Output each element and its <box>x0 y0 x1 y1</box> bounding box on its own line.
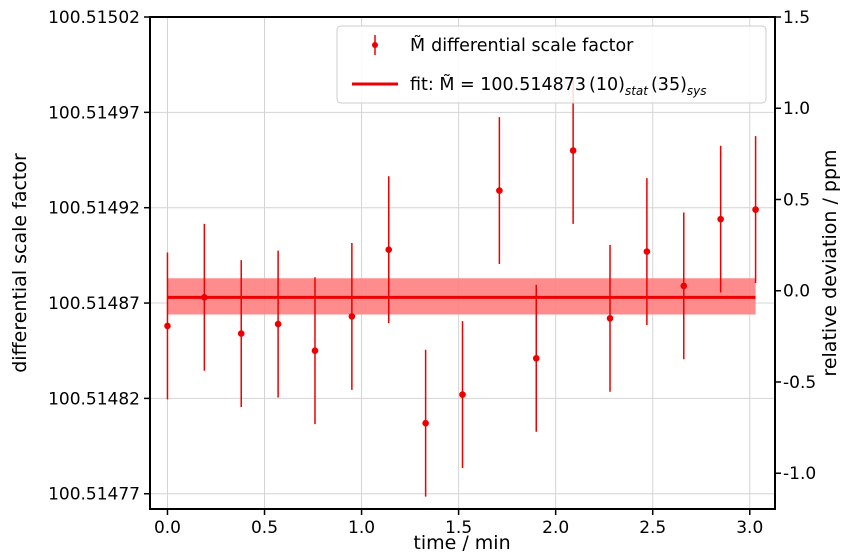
data-point <box>459 391 466 398</box>
y-tick-label: 100.51502 <box>48 8 140 28</box>
data-point <box>532 355 540 362</box>
y-right-tick-label: 0.5 <box>783 190 810 210</box>
data-point <box>569 147 577 154</box>
y-tick-label: 100.51487 <box>48 294 140 314</box>
y-right-tick-label: 0.0 <box>783 282 810 302</box>
y-axis-label: differential scale factor <box>9 153 31 373</box>
data-point <box>237 330 245 337</box>
legend-points-label: M̃ differential scale factor <box>410 35 634 56</box>
y-tick-label: 100.51477 <box>48 485 140 505</box>
data-point <box>422 419 429 427</box>
x-tick-label: 1.0 <box>348 518 375 538</box>
y-axis-ticks: 100.51477 100.51482 100.51487 100.51492 100.… <box>48 8 150 505</box>
legend-fit-symbol: M̃ <box>439 74 454 95</box>
legend-fit-label: fit: M̃ = 100.514873 (10)stat (35)sys <box>410 74 707 98</box>
data-point <box>717 215 724 223</box>
y-tick-label: 100.51482 <box>48 389 140 409</box>
data-point <box>643 248 651 255</box>
x-axis-label: time / min <box>413 532 510 554</box>
legend-points-name: differential scale factor <box>431 36 634 56</box>
legend-fit-stat-unc: (10) <box>589 75 625 95</box>
y-right-axis-label: relative deviation / ppm <box>819 149 841 376</box>
y-right-tick-label: 1.0 <box>783 99 810 119</box>
x-axis-ticks: 0.0 0.5 1.0 1.5 2.0 2.5 3.0 <box>154 509 763 538</box>
data-point <box>311 347 319 355</box>
y-tick-label: 100.51492 <box>48 199 140 219</box>
x-tick-label: 0.0 <box>154 518 181 538</box>
plot-frame <box>149 16 776 510</box>
data-point <box>201 294 208 301</box>
data-point <box>680 282 688 290</box>
legend: M̃ differential scale factor fit: M̃ = 10… <box>336 25 767 104</box>
x-tick-label: 3.0 <box>736 518 763 538</box>
legend-fit-sys-unc: (35) <box>651 75 687 95</box>
legend-box <box>336 25 767 104</box>
data-point <box>274 320 282 328</box>
y-right-axis-ticks: -1.0 -0.5 0.0 0.5 1.0 1.5 <box>775 8 816 484</box>
x-tick-label: 1.5 <box>445 518 472 538</box>
y-right-tick-label: -1.0 <box>783 464 816 484</box>
x-tick-label: 0.5 <box>251 518 278 538</box>
y-right-tick-label: 1.5 <box>783 8 810 28</box>
legend-points-marker <box>372 42 378 48</box>
y-right-tick-label: -0.5 <box>783 373 816 393</box>
x-tick-label: 2.0 <box>542 518 569 538</box>
fit-band-layer <box>167 278 756 315</box>
legend-fit-stat-label: stat <box>625 84 649 98</box>
legend-fit-equals: = <box>454 75 480 95</box>
legend-points-symbol: M̃ <box>410 35 425 56</box>
data-point <box>348 313 356 320</box>
data-point <box>606 315 614 322</box>
data-point <box>752 206 759 213</box>
y-tick-label: 100.51497 <box>48 103 140 123</box>
data-point <box>164 322 171 330</box>
legend-fit-value: 100.514873 <box>480 75 586 95</box>
legend-fit-prefix: fit: <box>410 75 439 95</box>
data-points-layer <box>164 77 759 497</box>
data-point <box>385 246 393 253</box>
data-point <box>496 187 503 194</box>
x-tick-label: 2.5 <box>639 518 666 538</box>
legend-fit-sys-label: sys <box>687 84 707 98</box>
